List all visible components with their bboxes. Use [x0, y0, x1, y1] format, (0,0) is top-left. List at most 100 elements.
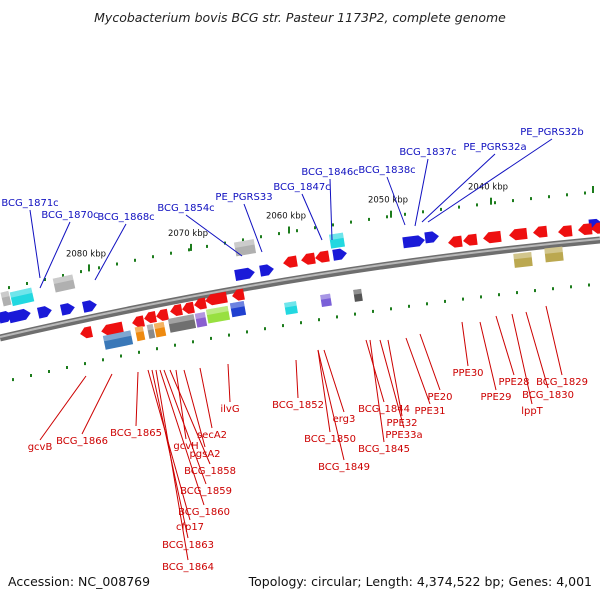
- label-lppt[interactable]: lppT: [521, 406, 543, 417]
- label-erg3[interactable]: erg3: [333, 414, 356, 425]
- forward-gene-arrow[interactable]: [8, 308, 32, 324]
- label-bcg-1829[interactable]: BCG_1829: [536, 377, 588, 388]
- reverse-blue-feature[interactable]: [102, 330, 134, 350]
- label-pgsa2[interactable]: pgsA2: [189, 449, 220, 460]
- reverse-gene-arrow[interactable]: [532, 225, 548, 238]
- scale-dot: [336, 315, 338, 319]
- forward-gene-arrow[interactable]: [82, 299, 98, 313]
- forward-cyan-feature[interactable]: [9, 287, 35, 307]
- forward-gene-arrow[interactable]: [332, 248, 348, 261]
- label-bcg-1860[interactable]: BCG_1860: [178, 507, 230, 518]
- forward-gray-feature[interactable]: [52, 274, 76, 293]
- reverse-gene-arrow[interactable]: [169, 303, 183, 317]
- label-bcg-1845[interactable]: BCG_1845: [358, 444, 410, 455]
- reverse-gene-arrow[interactable]: [79, 326, 94, 339]
- reverse-orange-feature[interactable]: [134, 325, 146, 342]
- reverse-orange-feature[interactable]: [153, 321, 167, 338]
- reverse-gene-arrow[interactable]: [300, 252, 316, 266]
- reverse-gene-arrow[interactable]: [155, 308, 169, 322]
- label-bcg-1850[interactable]: BCG_1850: [304, 434, 356, 445]
- label-bcg-1863[interactable]: BCG_1863: [162, 540, 214, 551]
- reverse-gene-arrow[interactable]: [100, 321, 124, 337]
- label-ppe33a[interactable]: PPE33a: [385, 430, 422, 441]
- reverse-gene-arrow[interactable]: [447, 235, 463, 249]
- reverse-gene-arrow[interactable]: [578, 223, 593, 235]
- label-bcg-1846c[interactable]: BCG_1846c: [301, 167, 358, 178]
- feature-box-gloss: [233, 239, 255, 248]
- label-bcg-1849[interactable]: BCG_1849: [318, 462, 370, 473]
- forward-cyan-feature[interactable]: [329, 232, 345, 249]
- label-bcg-1870c[interactable]: BCG_1870c: [41, 210, 98, 221]
- reverse-gene-arrow[interactable]: [143, 311, 157, 324]
- scale-dot: [462, 297, 464, 301]
- forward-gene-arrow[interactable]: [424, 231, 439, 244]
- major-tick: [390, 210, 392, 218]
- reverse-gene-arrow[interactable]: [557, 225, 573, 237]
- reverse-gray-feature[interactable]: [146, 323, 156, 339]
- forward-gene-arrow[interactable]: [36, 305, 53, 319]
- forward-gray-feature[interactable]: [0, 290, 12, 307]
- label-cfp17[interactable]: cfp17: [176, 522, 204, 533]
- label-pe20[interactable]: PE20: [427, 392, 452, 403]
- label-bcg-1830[interactable]: BCG_1830: [522, 390, 574, 401]
- reverse-gene-arrow[interactable]: [204, 291, 228, 307]
- label-ppe28[interactable]: PPE28: [498, 377, 529, 388]
- reverse-gene-arrow[interactable]: [591, 222, 600, 234]
- label-seca2[interactable]: secA2: [197, 430, 227, 441]
- scale-dot: [354, 312, 356, 316]
- feature-box-gloss: [205, 305, 229, 316]
- label-ppe31[interactable]: PPE31: [414, 406, 445, 417]
- reverse-gene-arrow[interactable]: [231, 288, 245, 302]
- reverse-purple-feature[interactable]: [320, 293, 332, 308]
- reverse-olive-feature[interactable]: [544, 246, 564, 263]
- label-ppe32[interactable]: PPE32: [386, 418, 417, 429]
- gene-arrow-shape: [132, 315, 145, 328]
- label-bcg-1847c[interactable]: BCG_1847c: [273, 182, 330, 193]
- label-bcg-1838c[interactable]: BCG_1838c: [358, 165, 415, 176]
- label-bcg-1865[interactable]: BCG_1865: [110, 428, 162, 439]
- leader-line: [427, 138, 553, 223]
- label-gcvh[interactable]: gcvH: [173, 441, 198, 452]
- label-bcg-1864[interactable]: BCG_1864: [162, 562, 214, 573]
- forward-gene-arrow[interactable]: [234, 267, 256, 281]
- label-bcg-1854c[interactable]: BCG_1854c: [157, 203, 214, 214]
- reverse-gene-arrow[interactable]: [193, 297, 207, 310]
- label-pe-pgrs32a[interactable]: PE_PGRS32a: [463, 142, 526, 153]
- label-bcg-1871c[interactable]: BCG_1871c: [1, 198, 58, 209]
- reverse-gray-feature[interactable]: [353, 288, 363, 302]
- reverse-olive-feature[interactable]: [513, 251, 533, 268]
- reverse-green-feature[interactable]: [205, 305, 231, 324]
- reverse-cyan-feature[interactable]: [284, 301, 298, 315]
- forward-gene-arrow[interactable]: [59, 302, 76, 316]
- label-bcg-1859[interactable]: BCG_1859: [180, 486, 232, 497]
- leader-line: [495, 315, 515, 376]
- label-pe-pgrs32b[interactable]: PE_PGRS32b: [520, 127, 584, 138]
- label-bcg-1852[interactable]: BCG_1852: [272, 400, 324, 411]
- reverse-gene-arrow[interactable]: [181, 301, 195, 315]
- label-bcg-1844[interactable]: BCG_1844: [358, 404, 410, 415]
- reverse-blue-feature[interactable]: [229, 300, 247, 318]
- reverse-gene-arrow[interactable]: [462, 233, 478, 247]
- label-bcg-1837c[interactable]: BCG_1837c: [399, 147, 456, 158]
- forward-gene-arrow[interactable]: [410, 235, 425, 248]
- forward-gray-feature[interactable]: [233, 239, 257, 257]
- label-gcvb[interactable]: gcvB: [28, 442, 53, 453]
- label-pe-pgrs33[interactable]: PE_PGRS33: [215, 192, 272, 203]
- reverse-purple-feature[interactable]: [194, 311, 208, 328]
- reverse-gene-arrow[interactable]: [282, 255, 298, 269]
- scale-dot: [278, 232, 280, 236]
- label-ppe29[interactable]: PPE29: [480, 392, 511, 403]
- label-bcg-1866[interactable]: BCG_1866: [56, 436, 108, 447]
- label-ppe30[interactable]: PPE30: [452, 368, 483, 379]
- label-bcg-1868c[interactable]: BCG_1868c: [97, 212, 154, 223]
- label-ilvg[interactable]: ilvG: [220, 404, 239, 415]
- label-bcg-1858[interactable]: BCG_1858: [184, 466, 236, 477]
- reverse-gene-arrow[interactable]: [508, 227, 528, 241]
- reverse-gene-arrow[interactable]: [131, 315, 145, 328]
- scale-dot: [44, 278, 46, 281]
- reverse-gray-feature[interactable]: [167, 314, 197, 333]
- reverse-gene-arrow[interactable]: [482, 230, 502, 244]
- reverse-gene-arrow[interactable]: [314, 250, 330, 263]
- forward-gene-arrow[interactable]: [259, 263, 275, 277]
